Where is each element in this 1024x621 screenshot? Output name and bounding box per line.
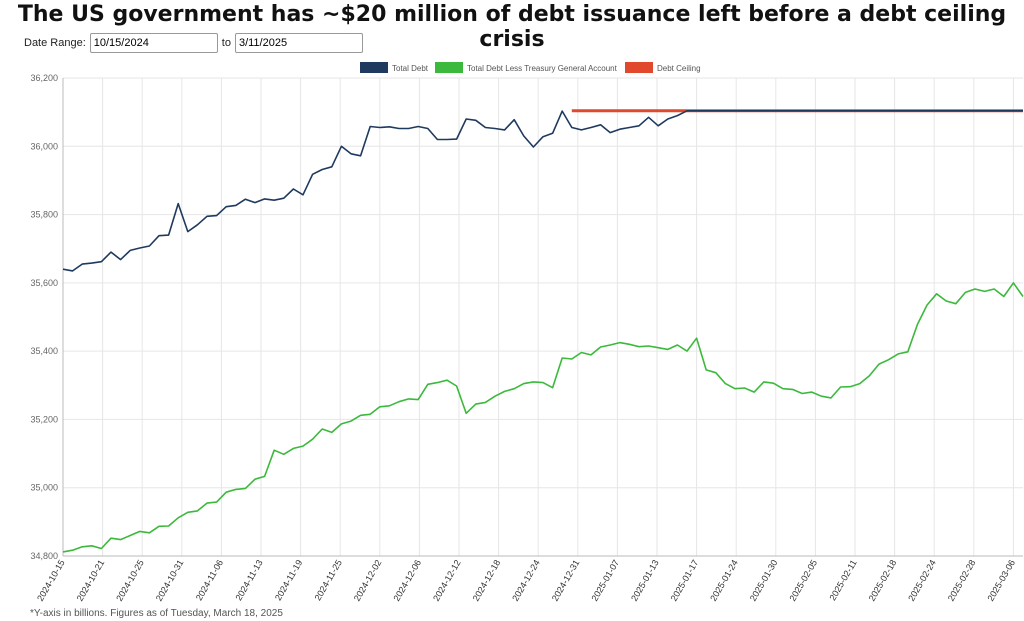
date-range-to-label: to (221, 37, 231, 49)
y-tick-label: 35,800 (30, 210, 58, 220)
x-tick-label: 2025-02-24 (906, 558, 938, 603)
date-range-controls: Date Range: to (24, 32, 367, 54)
series-line-total-debt (62, 109, 1023, 272)
x-tick-label: 2024-12-06 (391, 558, 423, 603)
x-tick-label: 2025-02-05 (787, 558, 819, 603)
x-tick-label: 2024-12-12 (431, 558, 463, 603)
legend-debt-ceiling-label: Debt Ceiling (657, 64, 701, 73)
legend-debt-ceiling-swatch (625, 62, 653, 73)
x-tick-label: 2024-10-15 (35, 558, 67, 603)
x-tick-label: 2024-12-18 (471, 558, 503, 603)
x-tick-label: 2024-11-25 (313, 558, 344, 602)
chart-title: The US government has ~$20 million of de… (17, 2, 1007, 52)
x-tick-label: 2025-01-17 (669, 558, 701, 603)
x-tick-label: 2024-12-31 (550, 558, 582, 603)
end-date-input[interactable] (234, 33, 363, 53)
y-tick-label: 36,000 (30, 141, 58, 151)
legend-total-debt-swatch (360, 62, 388, 73)
x-tick-label: 2025-03-06 (985, 558, 1017, 603)
x-tick-label: 2024-10-31 (154, 558, 186, 603)
x-tick-label: 2025-02-11 (827, 558, 858, 602)
legend-total-debt-less-tga-label: Total Debt Less Treasury General Account (467, 64, 618, 73)
x-tick-label: 2025-02-28 (946, 558, 978, 603)
footnote: *Y-axis in billions. Figures as of Tuesd… (30, 608, 283, 619)
x-tick-label: 2025-02-18 (867, 558, 899, 603)
y-tick-label: 35,000 (30, 483, 58, 493)
x-tick-label: 2025-01-30 (748, 558, 780, 603)
x-tick-label: 2025-01-07 (589, 558, 621, 603)
legend-total-debt-less-tga-swatch (435, 62, 463, 73)
x-tick-label: 2024-10-21 (75, 558, 107, 603)
x-tick-label: 2025-01-13 (629, 558, 661, 603)
start-date-input[interactable] (89, 33, 218, 53)
x-tick-label: 2024-11-13 (233, 558, 264, 602)
x-tick-label: 2024-12-02 (352, 558, 384, 603)
x-tick-label: 2024-10-25 (114, 558, 146, 603)
x-tick-label: 2024-11-19 (273, 558, 304, 602)
legend-total-debt-label: Total Debt (392, 64, 429, 73)
x-tick-label: 2024-12-24 (510, 558, 542, 603)
y-tick-label: 35,600 (30, 278, 58, 288)
y-tick-label: 34,800 (30, 551, 58, 561)
y-tick-label: 36,200 (30, 73, 58, 83)
x-tick-label: 2025-01-24 (708, 558, 740, 603)
debt-line-chart: 34,800 35,000 35,200 35,400 35,600 35,800 36,0… (30, 62, 1024, 603)
x-tick-label: 2024-11-06 (194, 558, 225, 602)
y-tick-label: 35,200 (30, 414, 58, 424)
y-tick-label: 35,400 (30, 346, 58, 356)
series-line-total-debt-less-tga (62, 282, 1024, 553)
date-range-label: Date Range: (24, 37, 86, 49)
